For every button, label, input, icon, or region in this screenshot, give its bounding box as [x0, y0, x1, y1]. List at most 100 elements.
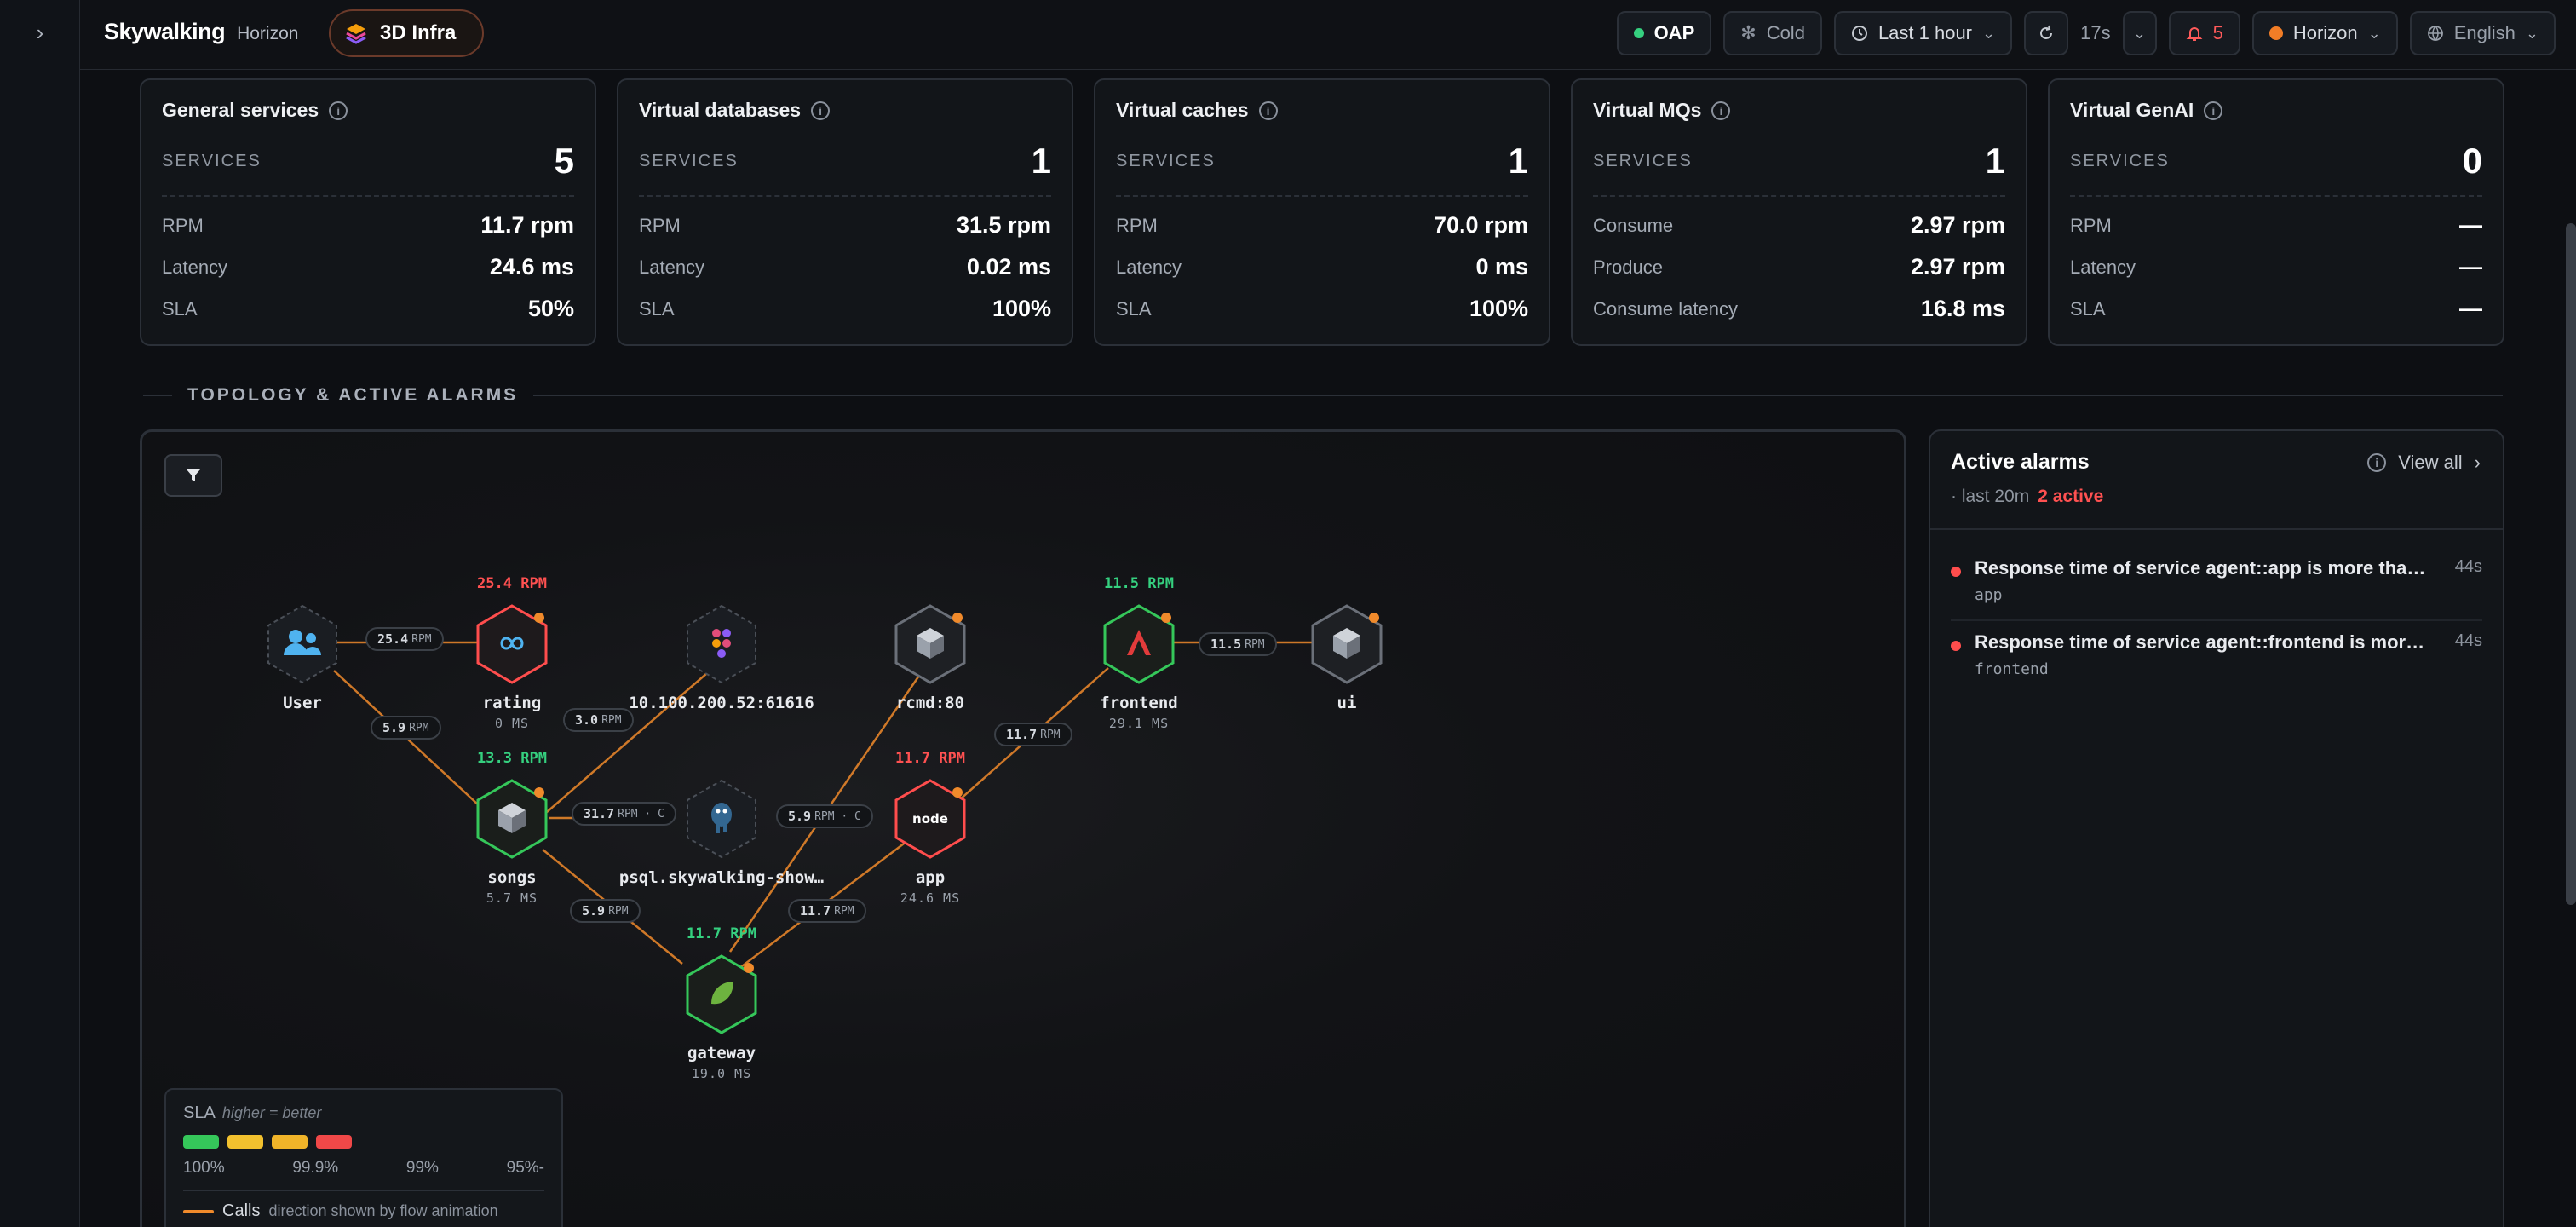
- edge-value: 11.7: [800, 903, 831, 919]
- node-ip[interactable]: 10.100.200.52:61616: [611, 602, 832, 712]
- alarms-button[interactable]: 5: [2168, 11, 2240, 55]
- refresh-interval: 17s: [2080, 22, 2111, 43]
- legend-hint: higher = better: [221, 1104, 322, 1121]
- info-icon[interactable]: i: [2367, 453, 2387, 472]
- info-icon[interactable]: i: [329, 101, 348, 120]
- card-virtual-caches[interactable]: Virtual caches i SERVICES 1 RPM 70.0 rpm La…: [1094, 78, 1550, 346]
- alarm-service: frontend: [1975, 660, 2049, 678]
- view-all-link[interactable]: View all: [2398, 452, 2463, 473]
- alarms-active-count: 2 active: [2038, 487, 2104, 506]
- node-psql[interactable]: psql.skywalking-show…: [611, 777, 832, 887]
- chevron-down-icon: ⌄: [2525, 24, 2539, 42]
- left-rail: ›: [0, 0, 80, 1227]
- alarm-dot-icon: [1951, 567, 1961, 577]
- card-virtual-databases[interactable]: Virtual databases i SERVICES 1 RPM 31.5 rpm…: [617, 78, 1073, 346]
- language-select[interactable]: English ⌄: [2409, 11, 2556, 55]
- services-count: 1: [1508, 141, 1528, 181]
- refresh-button[interactable]: [2024, 11, 2069, 55]
- metric-value: —: [2459, 212, 2482, 238]
- 3d-infra-label: 3D Infra: [380, 21, 457, 44]
- node-rpm: 25.4 RPM: [477, 575, 547, 592]
- tenant-dot-icon: [2268, 26, 2283, 40]
- metric-label: SLA: [162, 297, 198, 320]
- metric-value: 2.97 rpm: [1910, 212, 2005, 238]
- metric-label: Latency: [639, 256, 705, 278]
- card-general-services[interactable]: General services i SERVICES 5 RPM 11.7 rpm …: [140, 78, 596, 346]
- info-icon[interactable]: i: [1711, 101, 1731, 120]
- node-rcmd[interactable]: rcmd:80: [819, 602, 1041, 712]
- calls-swatch: [183, 1209, 214, 1213]
- node-rating[interactable]: 25.4 RPM rating 0 MS: [401, 575, 623, 731]
- alarms-title: Active alarms: [1951, 450, 2090, 474]
- topology-panel[interactable]: User 25.4 RPM rating 0 MS 10.100.200.52:…: [140, 429, 1906, 1227]
- legend-ticks: 100% 99.9% 99% 95%-: [183, 1159, 544, 1178]
- node-rpm: 11.5 RPM: [1104, 575, 1174, 592]
- refresh-interval-select[interactable]: ⌄: [2122, 11, 2157, 55]
- alarm-age: 44s: [2454, 557, 2482, 576]
- scrollbar[interactable]: [2566, 223, 2576, 905]
- card-title: Virtual databases: [639, 99, 802, 121]
- metric-value: 0 ms: [1475, 254, 1528, 279]
- node-name: songs: [487, 868, 537, 887]
- nodejs-icon: node: [894, 779, 966, 859]
- summary-cards: General services i SERVICES 5 RPM 11.7 rpm …: [140, 78, 2504, 346]
- cold-stage-button[interactable]: ✻ Cold: [1723, 11, 1822, 55]
- top-bar-controls: OAP ✻ Cold Last 1 hour ⌄ 17s ⌄ 5 Horizon…: [1616, 11, 2556, 55]
- node-songs[interactable]: 13.3 RPM songs 5.7 MS: [401, 750, 623, 906]
- brand[interactable]: Skywalking Horizon: [104, 19, 298, 45]
- angular-icon: [1103, 604, 1175, 684]
- services-label: SERVICES: [2070, 151, 2170, 170]
- metric-label: Latency: [2070, 256, 2136, 278]
- edge-label-gateway-rcmd: 5.9 RPM · C: [776, 804, 873, 828]
- metric-label: Produce: [1593, 256, 1663, 278]
- 3d-infra-chip[interactable]: 3D Infra: [329, 9, 484, 57]
- tenant-select[interactable]: Horizon ⌄: [2251, 11, 2398, 55]
- edge-value: 25.4: [377, 631, 409, 647]
- node-ui[interactable]: ui: [1236, 602, 1458, 712]
- edge-songs-ip: [540, 661, 721, 818]
- time-range-select[interactable]: Last 1 hour ⌄: [1833, 11, 2013, 55]
- legend-swatch: [272, 1135, 308, 1149]
- cube-icon: [894, 604, 966, 684]
- info-icon[interactable]: i: [811, 101, 831, 120]
- filter-button[interactable]: [164, 454, 222, 497]
- card-virtual-genai[interactable]: Virtual GenAI i SERVICES 0 RPM — Latency — S…: [2048, 78, 2504, 346]
- card-title: General services: [162, 99, 319, 121]
- metric-value: 100%: [992, 296, 1051, 321]
- node-user[interactable]: User: [192, 602, 413, 712]
- metric-value: 24.6 ms: [489, 254, 574, 279]
- legend-calls: Calls direction shown by flow animation: [183, 1201, 544, 1221]
- metric-label: SLA: [2070, 297, 2106, 320]
- edge-unit: RPM: [834, 904, 854, 918]
- edge-unit: RPM: [1040, 728, 1061, 741]
- top-bar: Skywalking Horizon 3D Infra OAP ✻ Cold L…: [80, 0, 2576, 70]
- edge-unit: RPM: [608, 904, 629, 918]
- edge-unit: RPM: [411, 632, 432, 646]
- snowflake-icon: ✻: [1740, 22, 1757, 43]
- metric-value: 100%: [1469, 296, 1528, 321]
- node-name: 10.100.200.52:61616: [629, 694, 814, 712]
- info-icon[interactable]: i: [1258, 101, 1278, 120]
- node-gateway[interactable]: 11.7 RPM gateway 19.0 MS: [611, 925, 832, 1081]
- metric-value: 70.0 rpm: [1433, 212, 1528, 238]
- metric-label: SLA: [1116, 297, 1152, 320]
- bell-icon: [2186, 27, 2203, 41]
- card-virtual-mqs[interactable]: Virtual MQs i SERVICES 1 Consume 2.97 rpm P…: [1571, 78, 2027, 346]
- legend-title: SLA higher = better: [183, 1103, 544, 1123]
- legend-swatch: [316, 1135, 352, 1149]
- divider: [183, 1190, 544, 1191]
- info-icon[interactable]: i: [2204, 101, 2223, 120]
- alarm-item[interactable]: Response time of service agent::app is m…: [1951, 530, 2482, 621]
- node-name: rating: [482, 694, 542, 712]
- services-count: 1: [1985, 141, 2005, 181]
- node-frontend[interactable]: 11.5 RPM frontend 29.1 MS: [1028, 575, 1250, 731]
- clock-icon: [1851, 26, 1867, 41]
- expand-sidebar-icon[interactable]: ›: [36, 19, 44, 45]
- oap-status-button[interactable]: OAP: [1616, 11, 1712, 55]
- node-app[interactable]: 11.7 RPM node app 24.6 MS: [819, 750, 1041, 906]
- calls-label: Calls: [222, 1201, 261, 1220]
- alarm-item[interactable]: Response time of service agent::frontend…: [1951, 621, 2482, 694]
- brand-subtitle: Horizon: [237, 24, 299, 43]
- edge-value: 3.0: [575, 712, 599, 728]
- services-count: 1: [1031, 141, 1051, 181]
